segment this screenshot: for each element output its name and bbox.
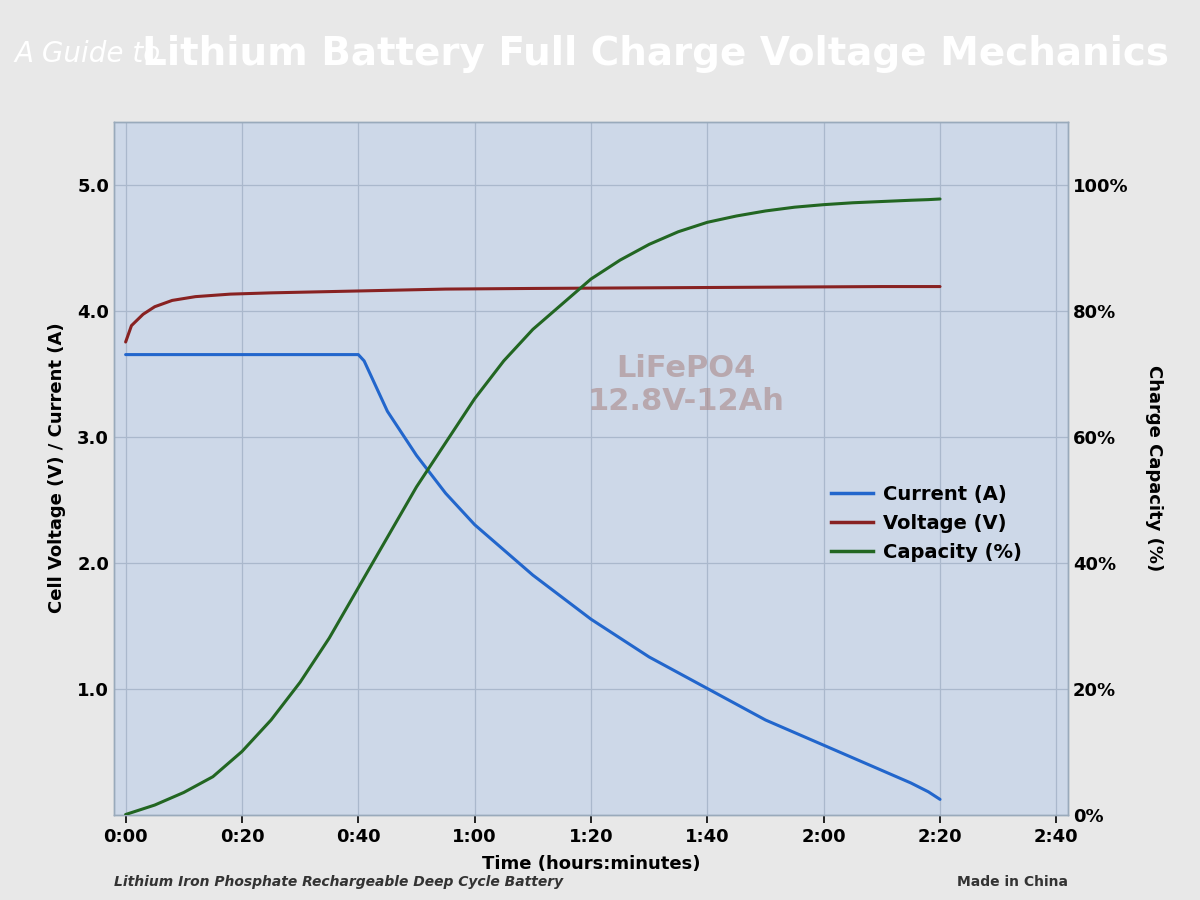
Text: A Guide to: A Guide to bbox=[14, 40, 169, 68]
Text: Made in China: Made in China bbox=[958, 875, 1068, 889]
Text: LiFePO4
12.8V-12Ah: LiFePO4 12.8V-12Ah bbox=[588, 354, 785, 416]
Legend: Current (A), Voltage (V), Capacity (%): Current (A), Voltage (V), Capacity (%) bbox=[823, 477, 1030, 570]
Text: Lithium Battery Full Charge Voltage Mechanics: Lithium Battery Full Charge Voltage Mech… bbox=[142, 35, 1169, 74]
X-axis label: Time (hours:minutes): Time (hours:minutes) bbox=[481, 855, 701, 873]
Y-axis label: Charge Capacity (%): Charge Capacity (%) bbox=[1145, 364, 1163, 572]
Text: Lithium Iron Phosphate Rechargeable Deep Cycle Battery: Lithium Iron Phosphate Rechargeable Deep… bbox=[114, 875, 563, 889]
Y-axis label: Cell Voltage (V) / Current (A): Cell Voltage (V) / Current (A) bbox=[48, 323, 66, 613]
